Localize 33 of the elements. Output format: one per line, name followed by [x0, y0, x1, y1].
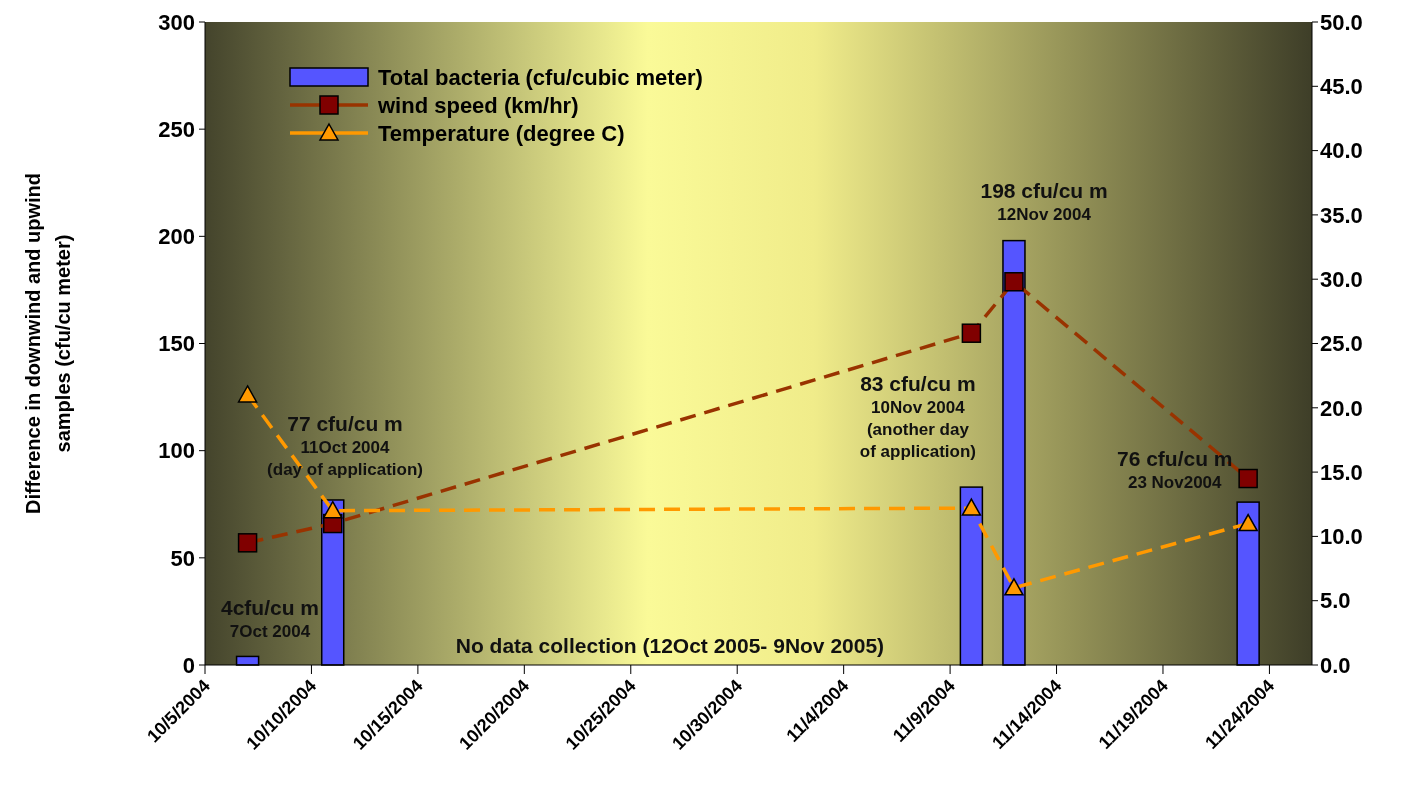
- legend-label: Total bacteria (cfu/cubic meter): [378, 64, 703, 90]
- point: [1004, 578, 1024, 596]
- y2-tick-label: 20.0: [1320, 395, 1363, 421]
- y2-tick-label: 0.0: [1320, 652, 1351, 678]
- legend-label: Temperature (degree C): [378, 120, 625, 146]
- annotation: 76 cfu/cu m 23 Nov2004: [1116, 447, 1233, 493]
- y2-tick-label: 50.0: [1320, 9, 1363, 35]
- annotation: 77 cfu/cu m 11Oct 2004 (day of application): [267, 411, 423, 479]
- y-tick-label: 150: [158, 331, 195, 357]
- point: [322, 500, 343, 519]
- y-tick-label: 200: [158, 224, 195, 250]
- y-tick-label: 300: [158, 9, 195, 35]
- y-tick-label: 0: [182, 652, 195, 678]
- annotation: 83 cfu/cu m 10Nov 2004 (another day of application): [859, 371, 976, 461]
- annotation: 4cfu/cu m 7Oct 2004: [220, 596, 319, 642]
- y2-tick-label: 45.0: [1320, 74, 1363, 99]
- point: [961, 498, 982, 516]
- annotation: 198 cfu/cu m 12Nov 2004: [980, 178, 1108, 224]
- point: [1238, 513, 1258, 532]
- y-tick-label: 250: [158, 116, 195, 142]
- annotation: No data collection (12Oct 2005- 9Nov 2005): [455, 634, 885, 658]
- y2-tick-label: 10.0: [1320, 524, 1363, 550]
- y2-tick-label: 30.0: [1320, 266, 1363, 292]
- y-axis-title: Difference in downwind and upwind samples (cfu/cu meter): [22, 172, 74, 515]
- y2-tick-label: 5.0: [1320, 588, 1351, 614]
- y2-tick-label: 15.0: [1320, 459, 1363, 485]
- legend-label: wind speed (km/hr): [377, 92, 579, 118]
- y2-tick-label: 40.0: [1320, 138, 1363, 164]
- y2-tick-label: 35.0: [1320, 202, 1363, 228]
- point: [237, 385, 258, 403]
- y-tick-label: 100: [158, 438, 195, 464]
- y2-tick-label: 25.0: [1320, 331, 1363, 357]
- y-tick-label: 50: [170, 545, 195, 571]
